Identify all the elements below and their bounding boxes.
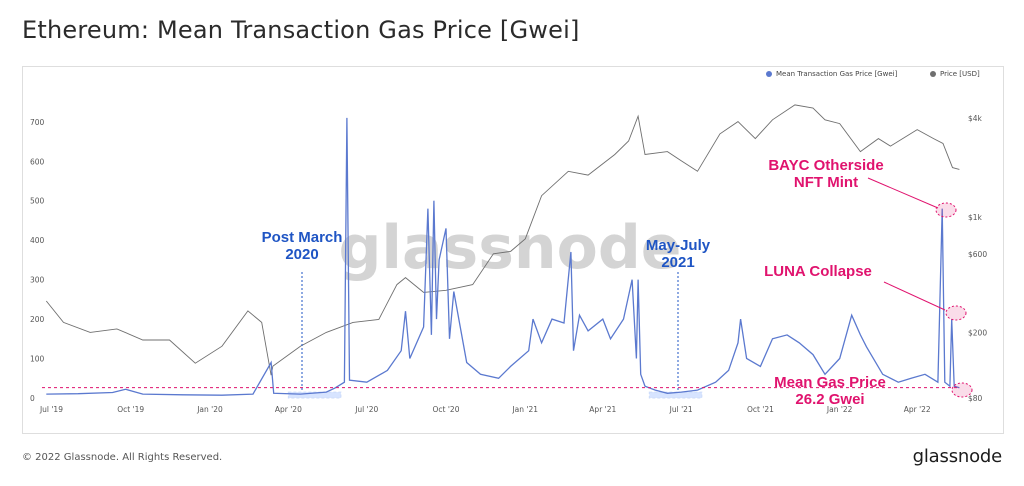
annotation-mean-gas-price: Mean Gas Price 26.2 Gwei — [774, 374, 886, 408]
arrow-bayc — [867, 177, 939, 209]
y-left-tick-label: 500 — [30, 197, 45, 206]
watermark-text: glassnode — [338, 213, 681, 283]
legend-gas-label: Mean Transaction Gas Price [Gwei] — [776, 70, 898, 78]
price-series-line — [45, 104, 960, 376]
circle-mean-gas — [951, 382, 973, 398]
y-left-tick-label: 400 — [30, 236, 45, 245]
chart-frame — [22, 66, 1004, 434]
copyright-text: © 2022 Glassnode. All Rights Reserved. — [22, 452, 223, 463]
x-tick-label: Jan '22 — [826, 405, 853, 414]
y-right-tick-label: $200 — [968, 328, 987, 337]
annotation-post-march-2020: Post March 2020 — [262, 229, 343, 263]
x-tick-label: Apr '20 — [275, 405, 302, 414]
annotation-bayc-otherside: BAYC Otherside NFT Mint — [768, 157, 883, 191]
x-tick-label: Oct '21 — [747, 405, 774, 414]
x-tick-label: Jul '20 — [354, 405, 378, 414]
x-tick-label: Jan '21 — [511, 405, 538, 414]
legend-price-swatch — [930, 71, 936, 77]
x-tick-label: Jul '19 — [39, 405, 63, 414]
circle-luna-peak — [945, 305, 967, 321]
x-tick-label: Jul '21 — [669, 405, 693, 414]
x-tick-label: Apr '22 — [904, 405, 931, 414]
y-left-tick-label: 100 — [30, 355, 45, 364]
x-tick-label: Jan '20 — [196, 405, 223, 414]
y-left-tick-label: 0 — [30, 394, 35, 403]
y-right-tick-label: $600 — [968, 250, 987, 259]
y-right-tick-label: $80 — [968, 394, 983, 403]
arrow-luna — [883, 281, 946, 311]
brand-logo-text: glassnode — [912, 446, 1003, 467]
highlight-post-march-2020 — [287, 391, 342, 399]
y-left-tick-label: 300 — [30, 276, 45, 285]
annotation-may-july-2021: May-July 2021 — [646, 237, 711, 271]
circle-bayc-peak — [935, 202, 957, 218]
gas-series-line — [46, 117, 960, 396]
legend-item-price[interactable]: Price [USD] — [930, 70, 980, 78]
x-tick-label: Oct '19 — [117, 405, 144, 414]
y-left-tick-label: 700 — [30, 118, 45, 127]
y-right-tick-label: $1k — [968, 213, 983, 222]
legend-item-gas[interactable]: Mean Transaction Gas Price [Gwei] — [766, 70, 897, 78]
y-left-tick-label: 600 — [30, 157, 45, 166]
x-tick-label: Apr '21 — [589, 405, 616, 414]
legend-gas-swatch — [766, 71, 772, 77]
y-right-tick-label: $4k — [968, 114, 983, 123]
legend-price-label: Price [USD] — [940, 70, 980, 78]
x-tick-label: Oct '20 — [433, 405, 460, 414]
y-left-tick-label: 200 — [30, 315, 45, 324]
annotation-luna-collapse: LUNA Collapse — [764, 263, 872, 280]
chart-title: Ethereum: Mean Transaction Gas Price [Gw… — [22, 16, 580, 44]
